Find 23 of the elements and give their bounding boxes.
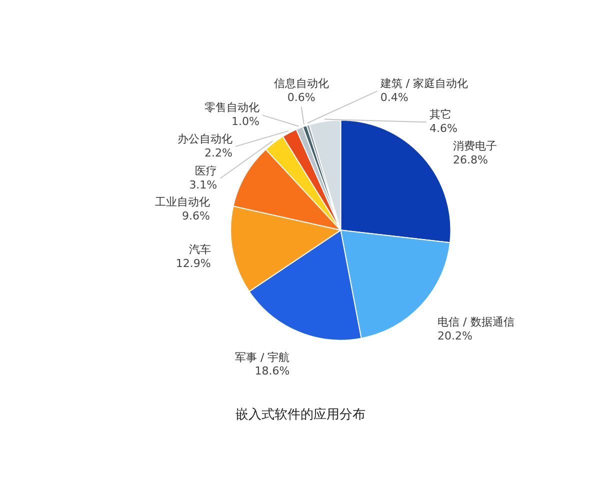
slice-label: 军事 / 宇航 xyxy=(235,350,290,364)
data-label: 0.4% xyxy=(380,91,408,104)
data-label: 0.6% xyxy=(287,90,316,104)
slice-label: 信息自动化 xyxy=(274,76,329,90)
slice-label: 消费电子 xyxy=(453,139,498,152)
data-label: 18.6% xyxy=(254,364,290,378)
data-label: 26.8% xyxy=(453,153,488,166)
data-label: 4.6% xyxy=(429,122,458,136)
slice-label: 其它 xyxy=(429,108,452,122)
slice-label: 工业自动化 xyxy=(154,196,210,209)
data-label: 1.0% xyxy=(231,115,260,128)
slice-label: 电信 / 数据通信 xyxy=(438,315,514,328)
text: 嵌入式软件的应用分布 xyxy=(236,406,366,422)
data-label: 2.2% xyxy=(204,146,233,160)
data-label: 20.2% xyxy=(438,329,473,342)
data-label: 9.6% xyxy=(182,210,210,223)
slice-label: 汽车 xyxy=(188,243,211,256)
slice-label: 办公自动化 xyxy=(178,132,233,146)
slice-label: 医疗 xyxy=(195,164,218,178)
slice-label: 建筑 / 家庭自动化 xyxy=(379,77,468,90)
slice-label: 零售自动化 xyxy=(204,101,260,114)
data-label: 12.9% xyxy=(176,257,211,270)
data-label: 3.1% xyxy=(189,178,218,192)
